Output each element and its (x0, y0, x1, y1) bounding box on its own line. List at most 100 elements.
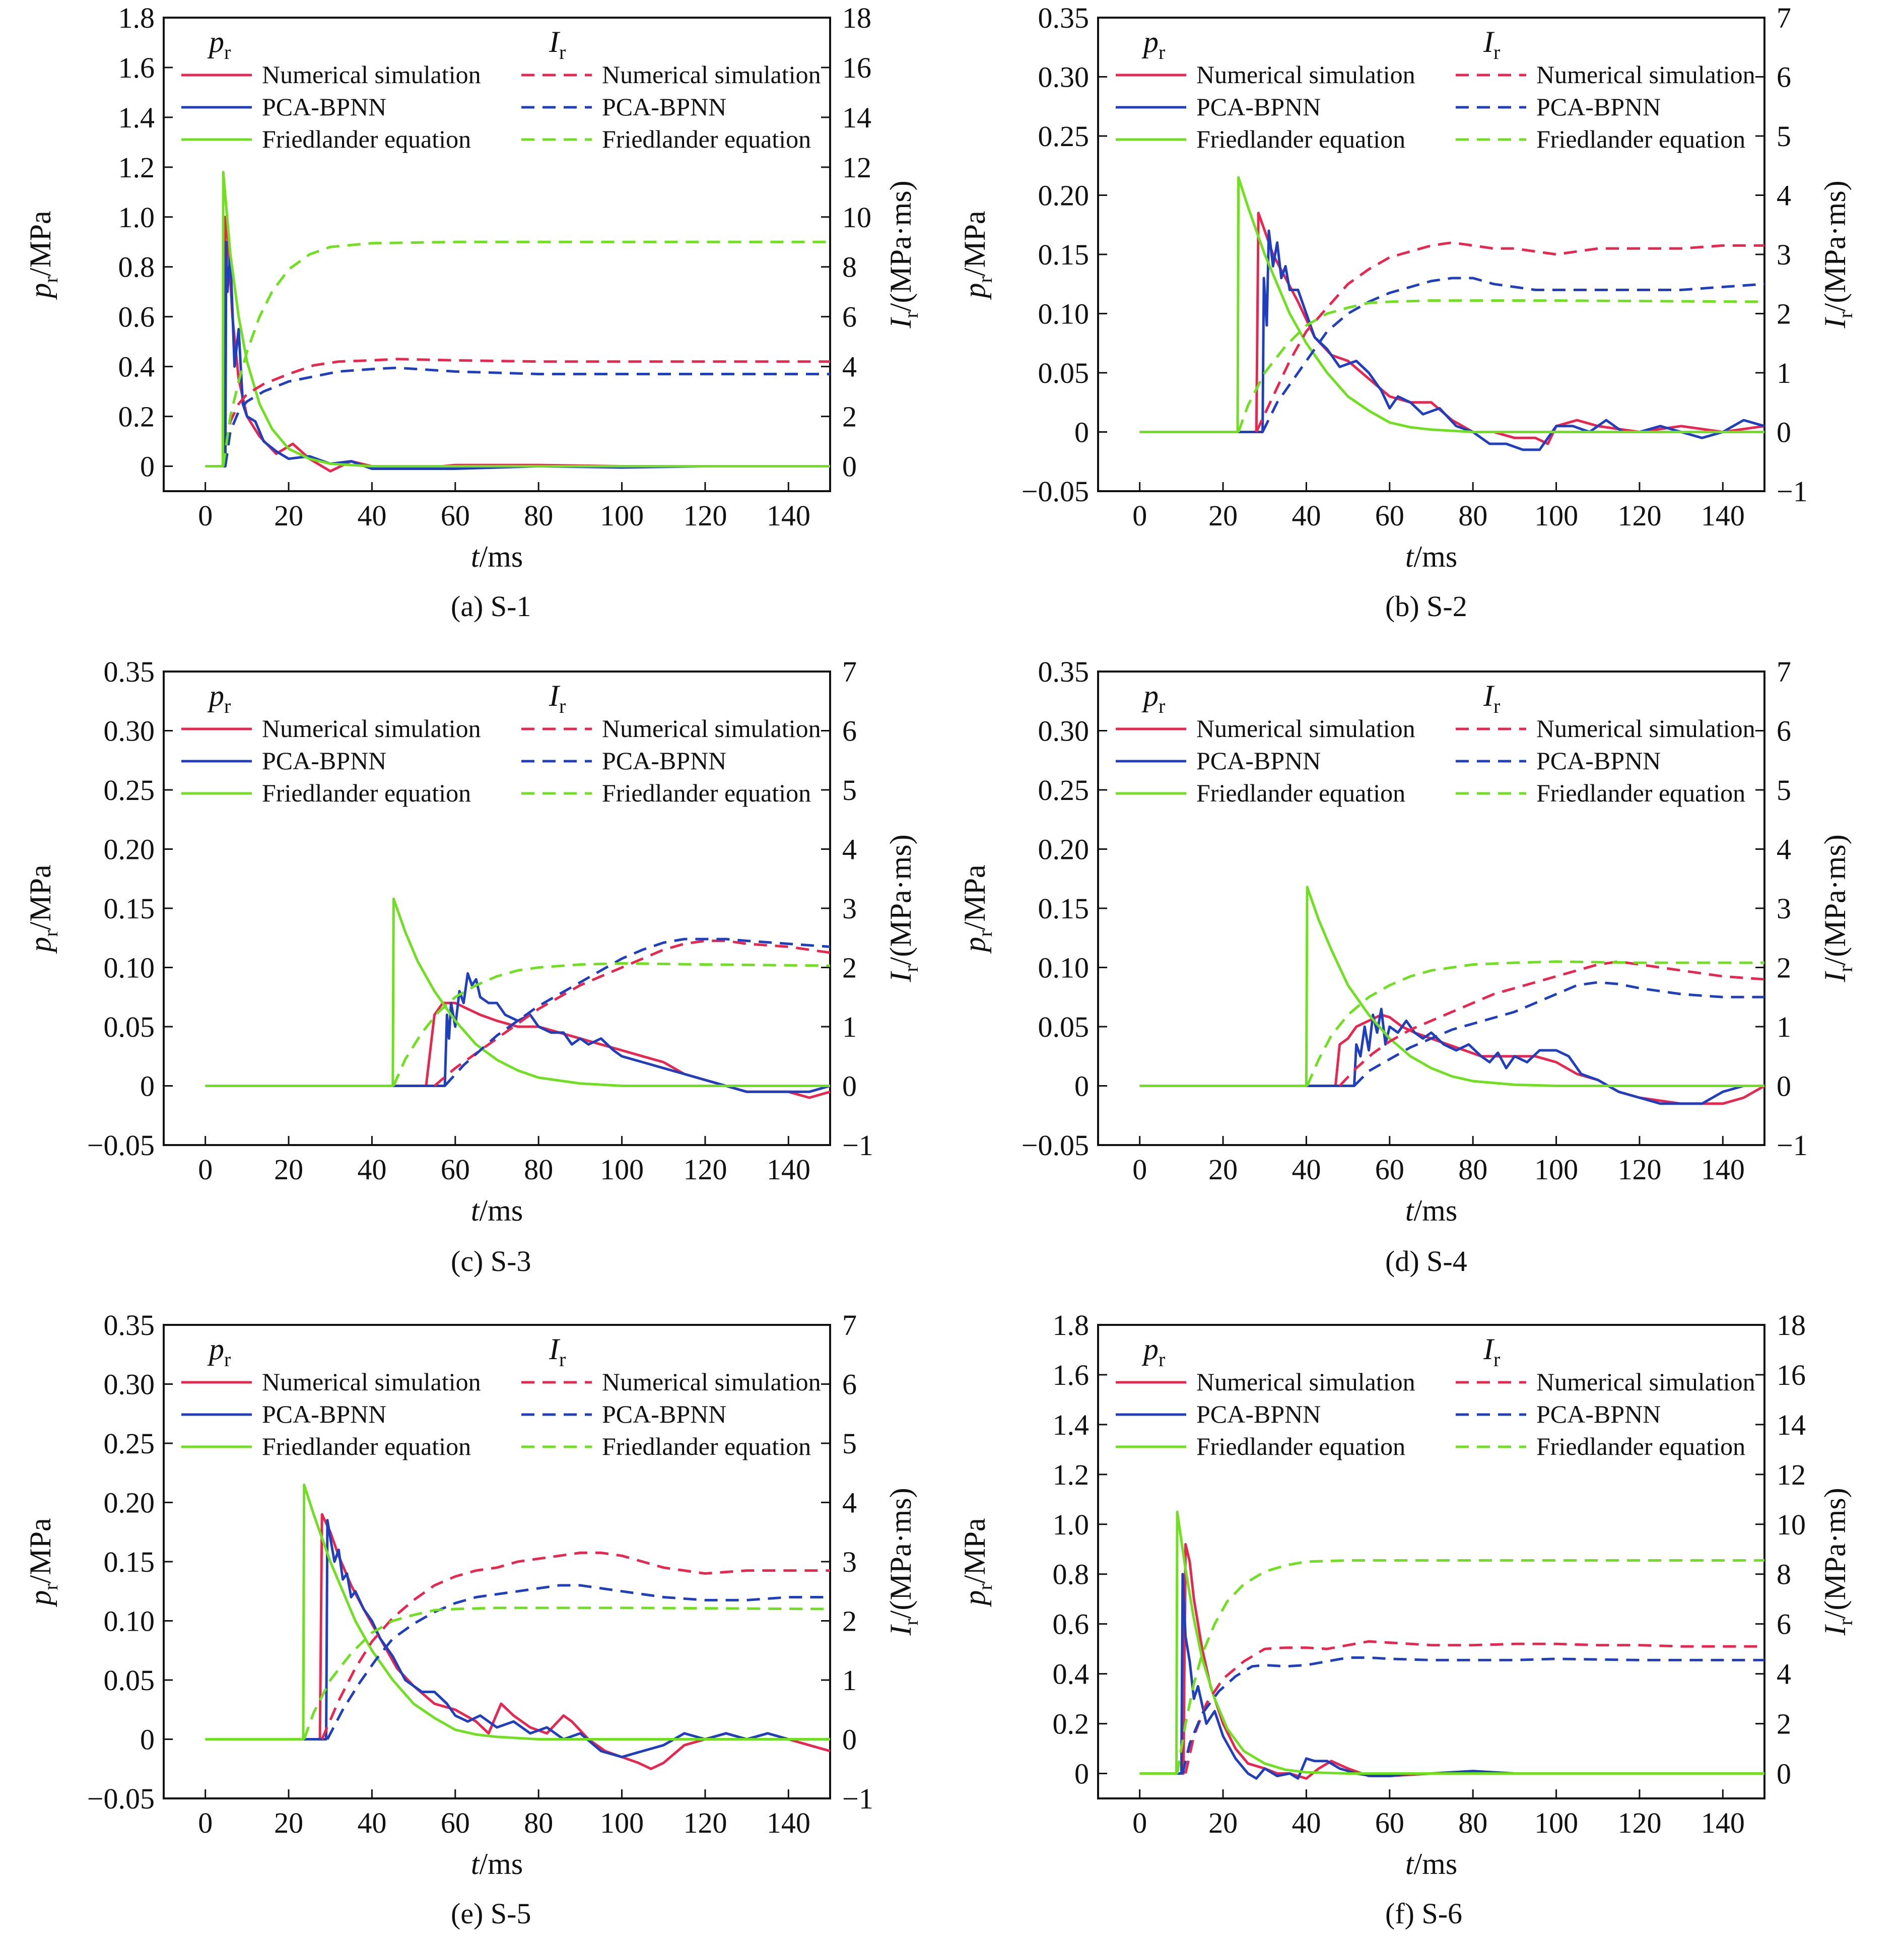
y-tick-label: 0 (1074, 416, 1089, 449)
y2-tick-label: 4 (842, 351, 857, 383)
y2-axis-label: Ir/(MPa·ms) (1818, 180, 1857, 328)
series-line-pressure-2 (205, 171, 830, 467)
x-axis-label: t/ms (471, 1847, 523, 1881)
y2-tick-label: 14 (1777, 1409, 1806, 1441)
y2-axis-label: Ir/(MPa·ms) (1818, 1488, 1857, 1636)
y2-tick-label: 4 (1777, 833, 1791, 866)
y-tick-label: 0.05 (104, 1011, 155, 1043)
y2-tick-label: 3 (1777, 892, 1791, 925)
y2-tick-label: 8 (1777, 1558, 1791, 1591)
y-tick-label: 0.8 (1053, 1558, 1090, 1591)
y-tick-label: 0.30 (1038, 715, 1090, 748)
series-line-impulse-2 (222, 240, 830, 466)
y2-tick-label: 5 (842, 1427, 857, 1460)
x-tick-label: 20 (1208, 1806, 1238, 1839)
series-line-impulse-0 (223, 358, 830, 466)
y2-tick-label: 8 (842, 251, 857, 284)
y-tick-label: −0.05 (87, 1129, 155, 1162)
series-line-pressure-2 (1139, 886, 1764, 1087)
chart-panel-a: 0 20 40 60 80 100 120 14000.20.40.60.81.01.21.4… (24, 2, 922, 573)
legend-label: Friedlander equation (1536, 125, 1745, 153)
y2-tick-label: 3 (842, 1546, 857, 1578)
y-tick-label: 0 (140, 450, 155, 483)
y-tick-label: 0 (140, 1723, 155, 1756)
legend-header-impulse: Ir (549, 25, 566, 63)
legend-label: Numerical simulation (602, 1368, 821, 1396)
plot-frame (1097, 671, 1765, 1146)
x-tick-label: 40 (1291, 1153, 1321, 1186)
series-line-impulse-0 (1338, 960, 1765, 1087)
y-tick-label: −0.05 (1022, 475, 1089, 508)
chart-panel-e: 0 20 40 60 80 100 120 140−0.0500.050.100.150.20… (24, 1309, 922, 1881)
y-tick-label: 0.35 (104, 655, 155, 688)
y-tick-label: 0.30 (104, 715, 155, 748)
y2-tick-label: 2 (842, 400, 857, 433)
x-tick-label: 20 (274, 1153, 303, 1186)
series-line-pressure-1 (205, 240, 830, 470)
y-tick-label: 1.0 (118, 201, 155, 234)
series-line-impulse-2 (303, 1606, 831, 1740)
legend-label: Numerical simulation (262, 1368, 481, 1396)
series-line-pressure-1 (1139, 229, 1765, 451)
y2-tick-label: 2 (842, 1605, 857, 1638)
x-tick-label: 100 (1534, 499, 1578, 532)
y2-tick-label: 0 (842, 450, 857, 483)
y2-axis-label: Ir/(MPa·ms) (884, 180, 922, 328)
y2-tick-label: 6 (1777, 61, 1791, 94)
y2-tick-label: 3 (842, 892, 857, 925)
y-tick-label: 0.30 (1038, 61, 1090, 94)
legend-label: PCA-BPNN (262, 1400, 386, 1428)
x-tick-label: 120 (683, 1806, 727, 1839)
y-tick-label: 0.15 (104, 892, 155, 925)
y-tick-label: 0.15 (1038, 892, 1090, 925)
caption-e: (e) S-5 (451, 1897, 531, 1930)
caption-d: (d) S-4 (1385, 1245, 1467, 1278)
x-tick-label: 40 (357, 1153, 386, 1186)
caption-f: (f) S-6 (1385, 1897, 1463, 1930)
legend-label: Numerical simulation (262, 714, 481, 743)
x-tick-label: 40 (357, 499, 386, 532)
y2-tick-label: 4 (842, 833, 857, 866)
y-tick-label: 0 (1074, 1758, 1089, 1790)
plot-frame (163, 671, 831, 1146)
legend-label: PCA-BPNN (1196, 93, 1321, 121)
legend-label: Numerical simulation (1536, 714, 1755, 743)
y2-tick-label: 6 (842, 1368, 857, 1401)
legend-header-pressure: pr (1141, 25, 1165, 63)
y-tick-label: 1.8 (118, 2, 155, 34)
x-tick-label: 80 (524, 1806, 553, 1839)
legend-label: PCA-BPNN (602, 1400, 726, 1428)
y-tick-label: 0.15 (104, 1546, 155, 1578)
y-tick-label: 1.4 (1053, 1409, 1090, 1441)
y-tick-label: 0.4 (118, 351, 155, 383)
y2-tick-label: 6 (1777, 1608, 1791, 1641)
series-line-pressure-1 (1139, 1008, 1764, 1105)
x-tick-label: 60 (1375, 499, 1404, 532)
x-tick-label: 140 (767, 1806, 810, 1839)
y-tick-label: 0.4 (1053, 1658, 1090, 1691)
legend-label: Numerical simulation (1536, 60, 1755, 89)
legend-header-pressure: pr (1141, 679, 1165, 717)
y2-tick-label: −1 (1777, 475, 1808, 508)
x-tick-label: 100 (1534, 1153, 1578, 1186)
legend-label: PCA-BPNN (262, 747, 386, 775)
legend-label: PCA-BPNN (262, 93, 386, 121)
y2-tick-label: 16 (842, 51, 871, 84)
y-tick-label: −0.05 (87, 1782, 155, 1815)
y-tick-label: 0.25 (1038, 774, 1090, 807)
y2-tick-label: −1 (842, 1782, 873, 1815)
y-tick-label: 0.2 (118, 400, 155, 433)
y-tick-label: 0.25 (104, 774, 155, 807)
legend-header-pressure: pr (207, 25, 231, 63)
y2-tick-label: 12 (1777, 1458, 1806, 1491)
legend-label: Friedlander equation (1536, 1432, 1745, 1460)
legend-label: Numerical simulation (602, 60, 821, 89)
y2-tick-label: 4 (1777, 179, 1791, 212)
legend-label: Numerical simulation (1196, 60, 1415, 89)
x-tick-label: 40 (1291, 499, 1321, 532)
y2-tick-label: 0 (842, 1070, 857, 1103)
x-tick-label: 40 (357, 1806, 386, 1839)
series-line-pressure-0 (1139, 1014, 1765, 1105)
caption-c: (c) S-3 (451, 1245, 531, 1278)
y-tick-label: 0.05 (1038, 357, 1090, 389)
